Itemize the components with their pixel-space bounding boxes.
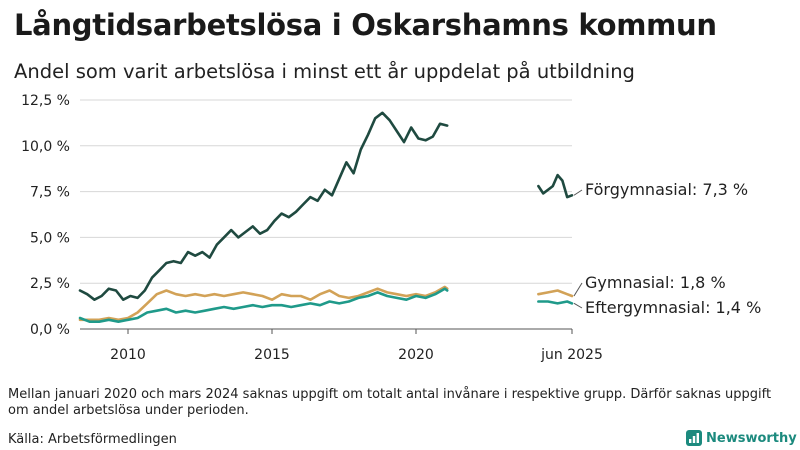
series-line-gymnasial xyxy=(537,289,574,298)
series-line-gymnasial xyxy=(78,285,449,322)
x-tick-label: 2015 xyxy=(254,347,290,363)
x-axis-tick-labels: 2010 2015 2020 jun 2025 xyxy=(110,329,603,363)
y-tick-label: 10,0 % xyxy=(21,139,70,155)
brand-logo[interactable]: Newsworthy xyxy=(686,430,797,446)
series-label-förgymnasial: Förgymnasial: 7,3 % xyxy=(585,180,748,199)
newsworthy-logo-icon xyxy=(686,430,702,446)
y-tick-label: 12,5 % xyxy=(21,93,70,109)
y-tick-label: 5,0 % xyxy=(30,230,70,246)
x-tick-label: 2020 xyxy=(398,347,434,363)
chart-subtitle: Andel som varit arbetslösa i minst ett å… xyxy=(14,60,635,83)
grid-lines xyxy=(80,99,572,330)
series-line-eftergymnasial xyxy=(78,287,449,323)
label-connector xyxy=(573,189,583,196)
line-chart: 0,0 %2,5 %5,0 %7,5 %10,0 %12,5 % 2010 201… xyxy=(21,93,761,363)
series-lines xyxy=(78,111,574,323)
series-line-förgymnasial xyxy=(537,173,574,199)
brand-name: Newsworthy xyxy=(706,430,797,446)
y-tick-label: 0,0 % xyxy=(30,322,70,338)
series-label-gymnasial: Gymnasial: 1,8 % xyxy=(585,273,726,292)
y-tick-label: 7,5 % xyxy=(30,185,70,201)
series-line-förgymnasial xyxy=(78,111,449,301)
label-connector xyxy=(573,282,583,297)
series-label-eftergymnasial: Eftergymnasial: 1,4 % xyxy=(585,298,761,317)
y-tick-label: 2,5 % xyxy=(30,276,70,292)
x-tick-label: 2010 xyxy=(110,347,146,363)
x-tick-label: jun 2025 xyxy=(540,347,603,363)
y-axis-tick-labels: 0,0 % 2,5 % 5,0 % 7,5 % 10,0 % 12,5 % xyxy=(21,93,70,338)
series-end-labels: Förgymnasial: 7,3 % Gymnasial: 1,8 % Efter… xyxy=(573,180,761,317)
series-line-eftergymnasial xyxy=(537,300,574,305)
source-text: Källa: Arbetsförmedlingen xyxy=(8,432,177,447)
label-connector xyxy=(573,302,583,309)
footnote: Mellan januari 2020 och mars 2024 saknas… xyxy=(8,387,772,418)
chart-title: Långtidsarbetslösa i Oskarshamns kommun xyxy=(14,8,717,42)
